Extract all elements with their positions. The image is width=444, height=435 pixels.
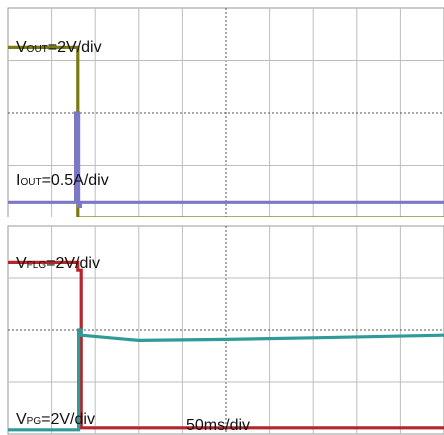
panel-divider <box>0 217 444 227</box>
top-scope-panel: VOUT=2V/div IOUT=0.5A/div <box>7 7 444 220</box>
bottom-scope-panel: VFLG=2V/div VPG=2V/div 50ms/div <box>7 225 444 435</box>
iout-label: IOUT=0.5A/div <box>16 172 109 189</box>
timebase-label: 50ms/div <box>186 417 250 434</box>
vflg-trace <box>8 260 444 430</box>
vpg-trace <box>8 328 444 432</box>
iout-trace <box>8 111 444 208</box>
vpg-label: VPG=2V/div <box>16 411 95 428</box>
vout-label: VOUT=2V/div <box>16 39 102 56</box>
vflg-label: VFLG=2V/div <box>16 255 100 272</box>
